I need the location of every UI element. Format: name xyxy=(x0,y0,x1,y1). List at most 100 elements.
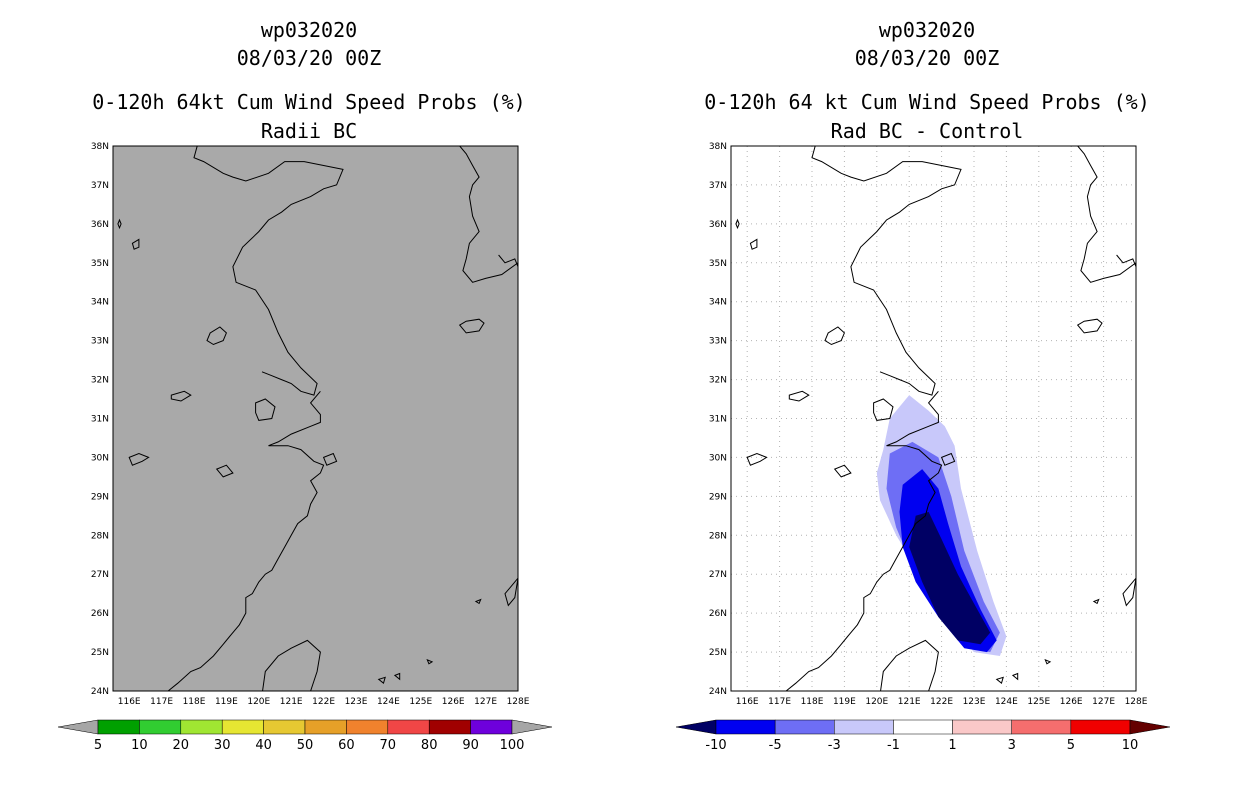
lat-label: 26N xyxy=(709,609,727,619)
lon-label: 125E xyxy=(409,697,432,707)
lon-label: 125E xyxy=(1027,697,1050,707)
islet-24n xyxy=(377,676,386,685)
colorbar-label: 10 xyxy=(131,738,148,753)
taiwan xyxy=(262,639,321,691)
lon-label: 119E xyxy=(833,697,856,707)
lat-label: 34N xyxy=(91,298,109,308)
chaohu-lake xyxy=(170,390,192,402)
lon-label: 122E xyxy=(312,697,335,707)
lat-label: 30N xyxy=(709,453,727,463)
colorbar-segment xyxy=(715,719,776,735)
islet-25n xyxy=(393,672,401,681)
lat-label: 24N xyxy=(709,687,727,697)
qiandao-lake xyxy=(215,464,234,478)
left-map-frame xyxy=(112,145,519,692)
colorbar-label: 90 xyxy=(462,738,479,753)
colorbar-label: 3 xyxy=(1008,738,1016,753)
lon-label: 128E xyxy=(1125,697,1148,707)
colorbar-segment xyxy=(952,719,1012,735)
colorbar-label: -1 xyxy=(887,738,900,753)
small-lake xyxy=(131,238,140,250)
colorbar-segment xyxy=(893,719,953,735)
colorbar-right-arrow xyxy=(1129,719,1171,735)
hongze-lake xyxy=(206,326,227,346)
lat-label: 27N xyxy=(709,570,727,580)
taihu-lake xyxy=(255,398,276,421)
lat-label: 37N xyxy=(91,181,109,191)
lat-label: 38N xyxy=(91,142,109,152)
lat-label: 31N xyxy=(709,415,727,425)
colorbar-segment xyxy=(387,719,430,735)
lon-label: 123E xyxy=(963,697,986,707)
islet-zhoushan xyxy=(322,452,338,466)
lat-label: 24N xyxy=(91,687,109,697)
poyang-lake xyxy=(128,452,150,466)
islet-127e xyxy=(1122,577,1136,607)
lat-label: 37N xyxy=(709,181,727,191)
right-storm-id: wp032020 xyxy=(878,18,976,42)
lon-label: 124E xyxy=(995,697,1018,707)
colorbar-right-arrow xyxy=(511,719,553,735)
colorbar-label: 1 xyxy=(948,738,956,753)
right-map: 38N 37N 36N 35N 34N 33N 32N 31N 30N 29N 28N 27N 26N 2… xyxy=(709,142,1148,707)
jeju-island xyxy=(458,318,485,334)
lon-label: 128E xyxy=(507,697,530,707)
colorbar-segment xyxy=(304,719,347,735)
colorbar-left-arrow xyxy=(57,719,99,735)
right-colorbar: -10 -5 -3 -1 1 3 5 10 xyxy=(675,719,1171,753)
colorbar-segment xyxy=(180,719,223,735)
korea-west xyxy=(459,146,518,283)
colorbar-segment xyxy=(834,719,894,735)
lat-label: 30N xyxy=(91,453,109,463)
colorbar-label: -3 xyxy=(828,738,841,753)
lat-label: 35N xyxy=(91,259,109,269)
colorbar-segment xyxy=(774,719,835,735)
lat-label: 25N xyxy=(91,648,109,658)
lat-label: 28N xyxy=(709,531,727,541)
colorbar-segment xyxy=(346,719,389,735)
left-datetime: 08/03/20 00Z xyxy=(236,46,382,70)
korea-west xyxy=(1077,146,1136,283)
islet-26n xyxy=(474,598,482,605)
colorbar-segment xyxy=(263,719,306,735)
yangtze-estuary xyxy=(785,390,943,691)
lat-label: 38N xyxy=(709,142,727,152)
lon-label: 117E xyxy=(768,697,791,707)
left-coastline xyxy=(117,146,518,691)
lat-label: 36N xyxy=(709,220,727,230)
colorbar-label: 100 xyxy=(500,738,525,753)
lat-label: 35N xyxy=(709,259,727,269)
lon-label: 118E xyxy=(183,697,206,707)
colorbar-label: -5 xyxy=(769,738,782,753)
colorbar-label: 70 xyxy=(380,738,397,753)
lon-label: 127E xyxy=(474,697,497,707)
right-gridlines xyxy=(731,146,1136,691)
lon-label: 127E xyxy=(1092,697,1115,707)
lon-label: 120E xyxy=(247,697,270,707)
colorbar-label: 50 xyxy=(297,738,314,753)
islet-127e xyxy=(504,577,518,607)
lat-label: 29N xyxy=(91,492,109,502)
lon-label: 123E xyxy=(345,697,368,707)
colorbar-label: 5 xyxy=(94,738,102,753)
colorbar-label: 5 xyxy=(1067,738,1075,753)
lake-36n xyxy=(117,218,122,230)
lon-label: 120E xyxy=(865,697,888,707)
colorbar-label: 60 xyxy=(338,738,355,753)
islet-zhoushan xyxy=(940,452,956,466)
chaohu-lake xyxy=(788,390,810,402)
left-axis-labels: 38N 37N 36N 35N 34N 33N 32N 31N 30N 29N 28N 27N 26N 2… xyxy=(91,142,530,707)
china-coast xyxy=(193,146,344,396)
colorbar-label: 20 xyxy=(173,738,190,753)
islet-26n xyxy=(1092,598,1100,605)
left-title-line2: Radii BC xyxy=(260,119,358,143)
china-coast xyxy=(811,146,962,396)
colorbar-label: 40 xyxy=(255,738,272,753)
lat-label: 32N xyxy=(91,376,109,386)
left-storm-id: wp032020 xyxy=(260,18,358,42)
kyushu-bits xyxy=(498,254,518,267)
lon-label: 117E xyxy=(150,697,173,707)
lat-label: 26N xyxy=(91,609,109,619)
lon-label: 116E xyxy=(118,697,141,707)
lat-label: 34N xyxy=(709,298,727,308)
